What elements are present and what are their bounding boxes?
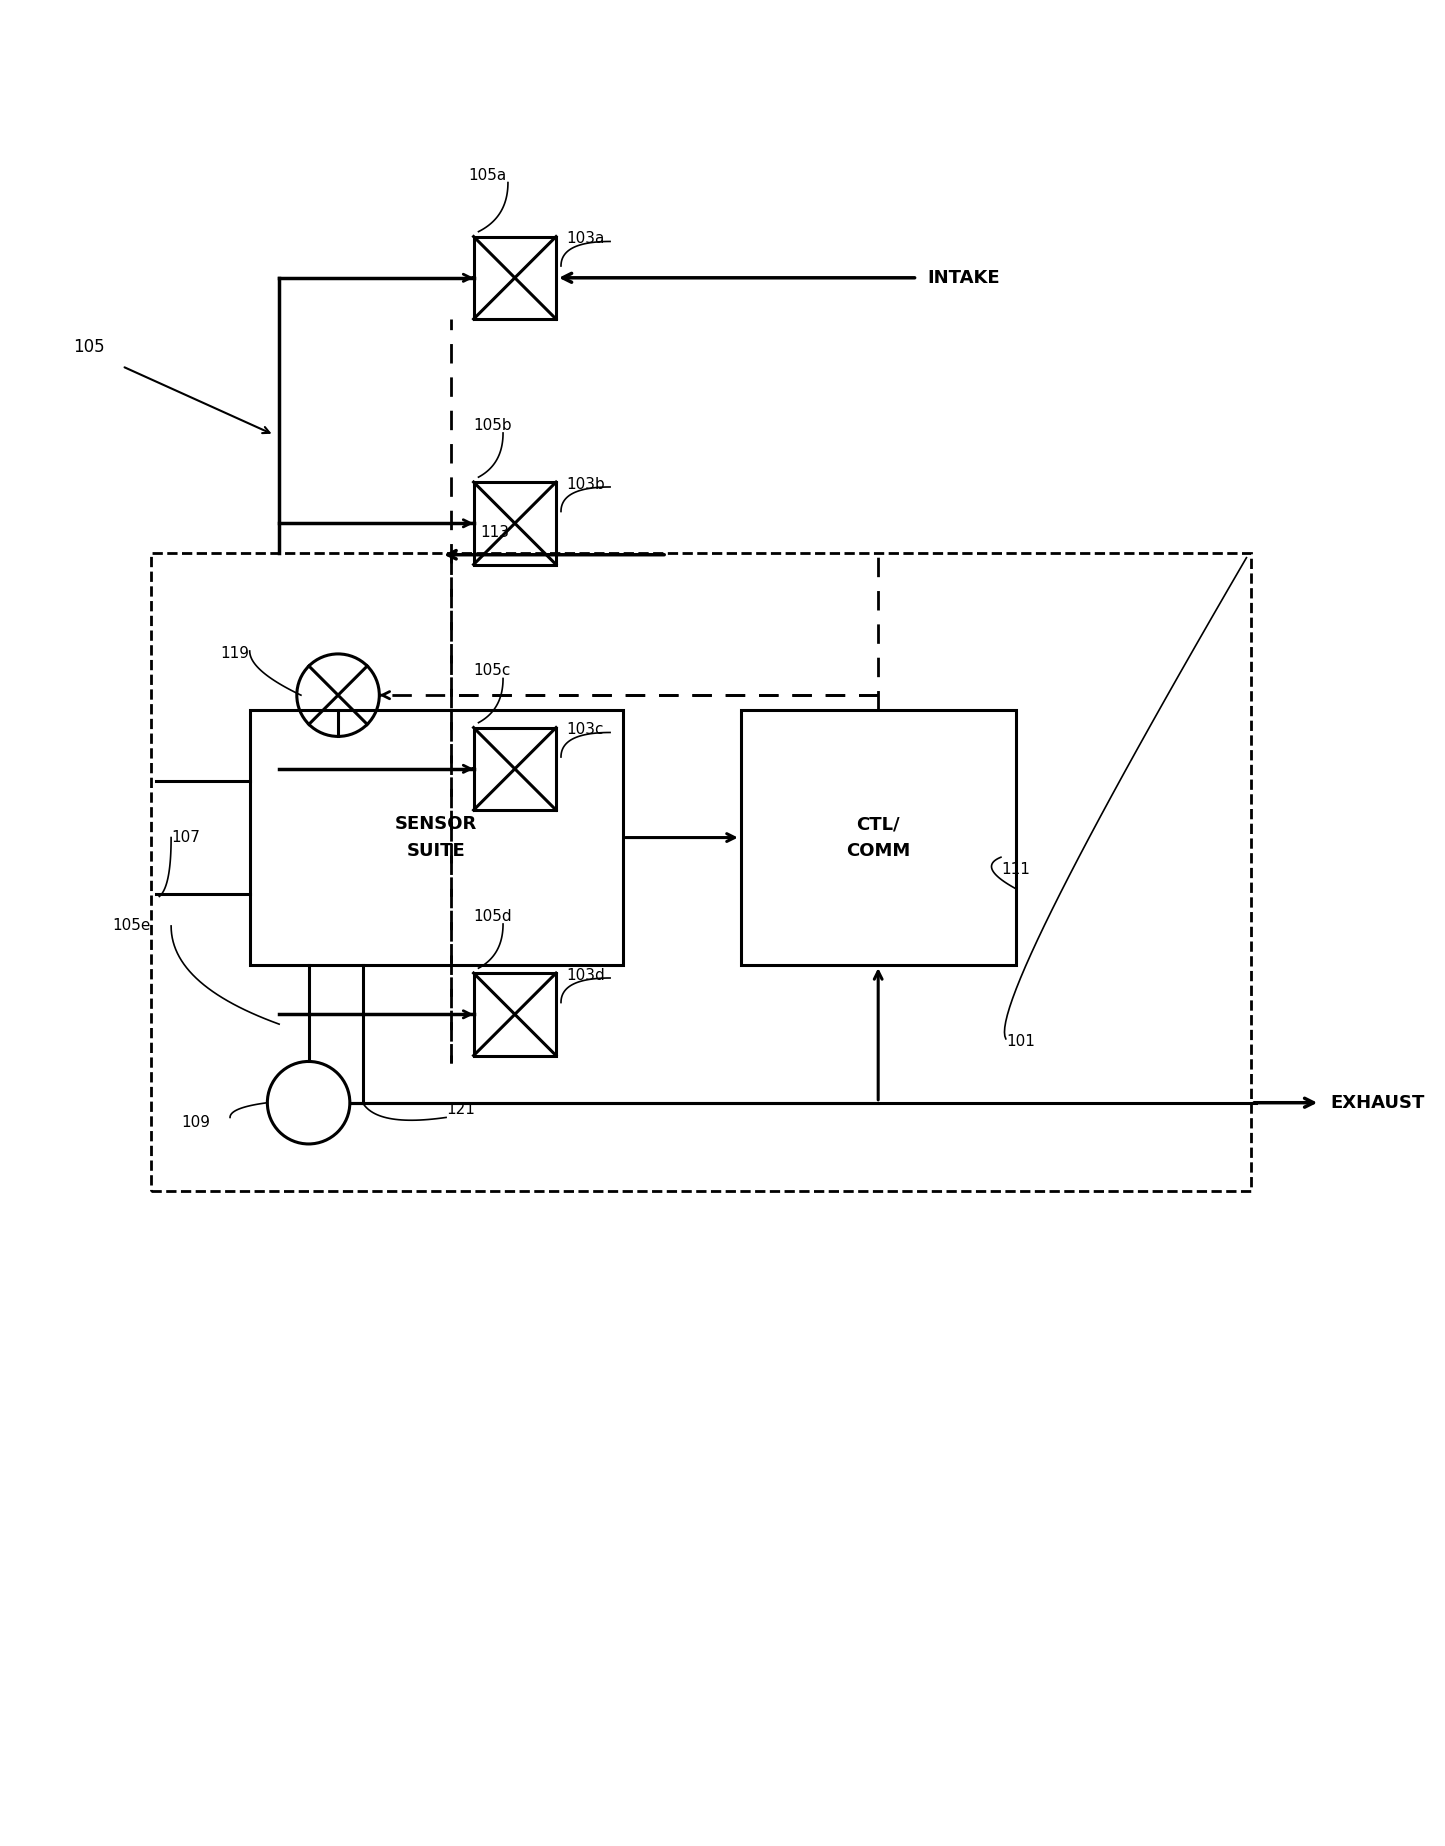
Text: 103d: 103d <box>566 967 604 982</box>
Text: 121: 121 <box>447 1102 475 1117</box>
Text: 107: 107 <box>171 831 199 845</box>
Text: SENSOR
SUITE: SENSOR SUITE <box>394 816 477 860</box>
Text: 105d: 105d <box>474 908 512 925</box>
Text: 105c: 105c <box>474 663 512 679</box>
Text: 105e: 105e <box>113 919 150 934</box>
Bar <box>474 727 556 810</box>
Text: 101: 101 <box>1006 1034 1035 1049</box>
Bar <box>741 711 1016 965</box>
Text: 105a: 105a <box>468 168 507 183</box>
Text: 103b: 103b <box>566 476 604 491</box>
Text: 119: 119 <box>221 646 250 661</box>
Text: 113: 113 <box>480 524 510 541</box>
Text: 109: 109 <box>181 1115 210 1130</box>
Bar <box>474 482 556 565</box>
Bar <box>474 973 556 1056</box>
Text: EXHAUST: EXHAUST <box>1329 1093 1425 1111</box>
Text: CTL/
COMM: CTL/ COMM <box>847 816 910 860</box>
Text: 105b: 105b <box>474 417 512 434</box>
Bar <box>152 552 1251 1191</box>
Text: 111: 111 <box>1001 862 1030 877</box>
Text: INTAKE: INTAKE <box>928 270 1000 286</box>
Bar <box>474 236 556 319</box>
Text: 103c: 103c <box>566 722 604 737</box>
Text: 105: 105 <box>72 338 104 356</box>
Bar <box>250 711 623 965</box>
Text: 103a: 103a <box>566 231 604 246</box>
